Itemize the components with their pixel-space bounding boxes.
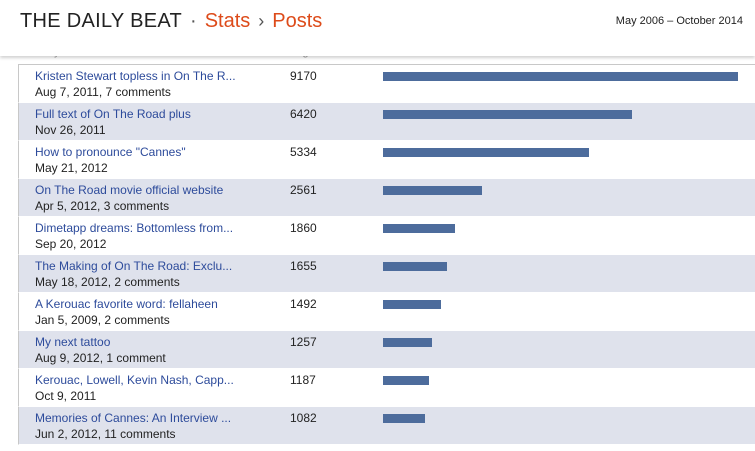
dot-separator: ·	[190, 10, 197, 32]
post-meta: May 18, 2012, 2 comments	[35, 275, 180, 289]
post-title-link[interactable]: How to pronounce "Cannes"	[35, 145, 186, 159]
pageview-bar	[383, 300, 441, 309]
post-title-link[interactable]: Kerouac, Lowell, Kevin Nash, Capp...	[35, 373, 234, 387]
post-meta: Jun 2, 2012, 11 comments	[35, 427, 176, 441]
pageview-count: 9170	[290, 69, 317, 83]
pageview-bar	[383, 110, 632, 119]
post-meta: Oct 9, 2011	[35, 389, 97, 403]
posts-table: Kristen Stewart topless in On The R... Au…	[18, 64, 755, 445]
table-row: Full text of On The Road plus Nov 26, 201…	[18, 103, 755, 141]
pageview-bar	[383, 338, 432, 347]
pageview-bar	[383, 262, 447, 271]
table-row: My next tattoo Aug 9, 2012, 1 comment 1257	[18, 331, 755, 369]
post-meta: May 21, 2012	[35, 161, 108, 175]
pageview-bar	[383, 186, 482, 195]
post-title-link[interactable]: On The Road movie official website	[35, 183, 224, 197]
table-row: Kerouac, Lowell, Kevin Nash, Capp... Oct …	[18, 369, 755, 407]
post-title-link[interactable]: My next tattoo	[35, 335, 111, 349]
post-title-link[interactable]: Full text of On The Road plus	[35, 107, 191, 121]
pageview-bar	[383, 376, 429, 385]
post-title-link[interactable]: The Making of On The Road: Exclu...	[35, 259, 233, 273]
post-meta: Aug 7, 2011, 7 comments	[35, 85, 171, 99]
post-title-link[interactable]: Memories of Cannes: An Interview ...	[35, 411, 232, 425]
chevron-right-icon: ›	[258, 11, 265, 31]
pageview-count: 6420	[290, 107, 317, 121]
table-row: How to pronounce "Cannes" May 21, 2012 533…	[18, 141, 755, 179]
breadcrumb-posts[interactable]: Posts	[272, 10, 323, 32]
post-meta: Sep 20, 2012	[35, 237, 107, 251]
blog-name[interactable]: THE DAILY BEAT	[20, 10, 183, 32]
post-meta: Apr 5, 2012, 3 comments	[35, 199, 170, 213]
breadcrumb-stats[interactable]: Stats	[204, 10, 251, 32]
date-range[interactable]: May 2006 – October 2014	[615, 15, 743, 27]
post-meta: Nov 26, 2011	[35, 123, 106, 137]
pageview-bar	[383, 72, 738, 81]
pageview-count: 1492	[290, 297, 317, 311]
post-title-link[interactable]: Dimetapp dreams: Bottomless from...	[35, 221, 234, 235]
pageview-bar	[383, 414, 425, 423]
pageview-count: 1187	[290, 373, 316, 387]
pageview-count: 1860	[290, 221, 317, 235]
table-row: A Kerouac favorite word: fellaheen Jan 5,…	[18, 293, 755, 331]
pageview-count: 5334	[290, 145, 317, 159]
table-row: The Making of On The Road: Exclu... May 1…	[18, 255, 755, 293]
pageview-count: 1655	[290, 259, 317, 273]
table-row: Kristen Stewart topless in On The R... Au…	[18, 65, 755, 103]
table-row: On The Road movie official website Apr 5,…	[18, 179, 755, 217]
stats-header: THE DAILY BEAT · Stats › Posts May 2006 – Oc…	[0, 0, 755, 56]
post-title-link[interactable]: Kristen Stewart topless in On The R...	[35, 69, 236, 83]
pageview-bar	[383, 224, 455, 233]
table-row: Memories of Cannes: An Interview ... Jun …	[18, 407, 755, 445]
post-meta: Aug 9, 2012, 1 comment	[35, 351, 166, 365]
post-meta: Jan 5, 2009, 2 comments	[35, 313, 170, 327]
pageview-count: 1082	[290, 411, 317, 425]
pageview-bar	[383, 148, 589, 157]
post-title-link[interactable]: A Kerouac favorite word: fellaheen	[35, 297, 218, 311]
pageview-count: 2561	[290, 183, 317, 197]
breadcrumb: THE DAILY BEAT · Stats › Posts	[20, 10, 322, 33]
table-row: Dimetapp dreams: Bottomless from... Sep 2…	[18, 217, 755, 255]
pageview-count: 1257	[290, 335, 317, 349]
